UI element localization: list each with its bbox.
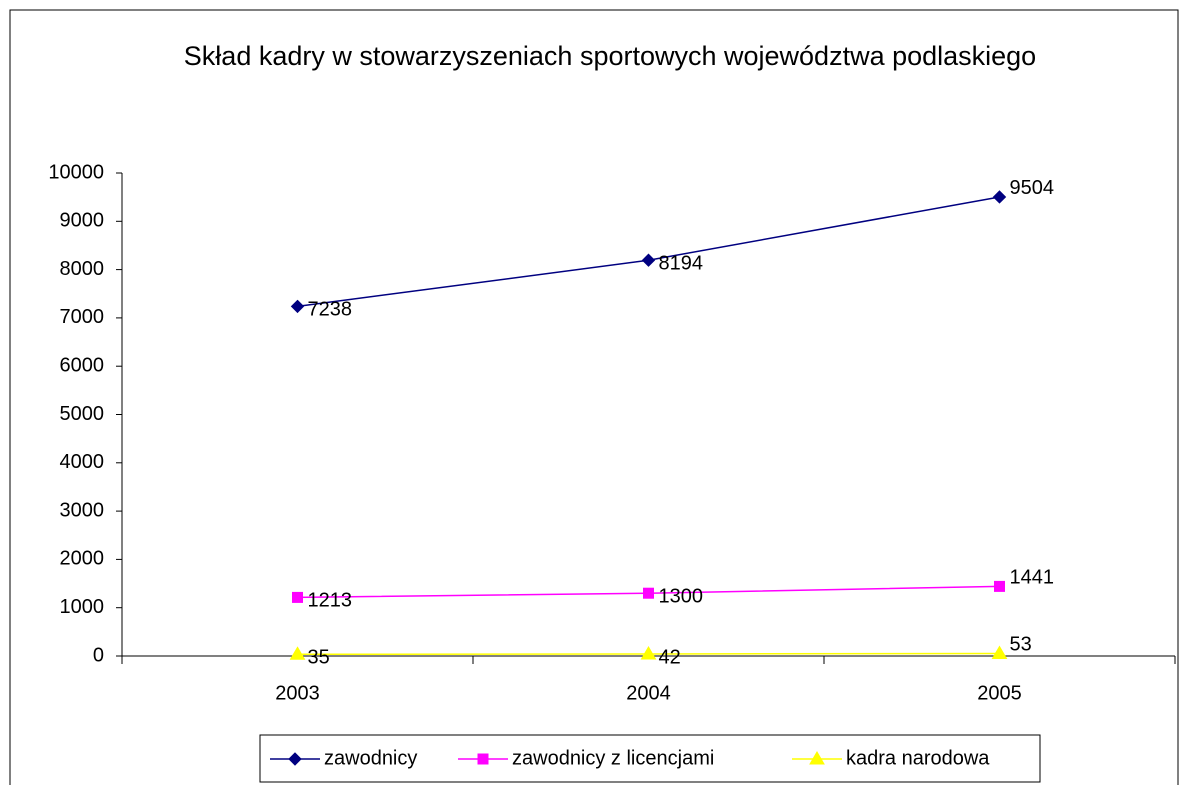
data-label: 1300 <box>659 585 704 607</box>
marker <box>809 751 825 765</box>
y-tick-label: 6000 <box>60 354 105 376</box>
y-tick-label: 1000 <box>60 596 105 618</box>
x-tick-label: 2003 <box>275 682 320 704</box>
marker <box>477 753 489 765</box>
data-label: 53 <box>1010 634 1032 656</box>
marker <box>289 646 306 660</box>
y-tick-label: 5000 <box>60 403 105 425</box>
marker <box>992 190 1007 204</box>
y-tick-label: 3000 <box>60 499 105 521</box>
y-tick-label: 8000 <box>60 258 105 280</box>
y-tick-label: 4000 <box>60 451 105 473</box>
marker <box>640 645 657 660</box>
y-tick-label: 7000 <box>60 306 105 328</box>
data-label: 8194 <box>659 253 704 275</box>
y-tick-label: 0 <box>93 644 104 666</box>
marker <box>994 580 1005 592</box>
marker <box>643 587 654 599</box>
marker <box>991 645 1008 659</box>
marker <box>641 253 656 267</box>
data-label: 1213 <box>308 590 353 612</box>
legend-label: zawodnicy <box>324 747 417 769</box>
y-tick-label: 9000 <box>60 210 105 232</box>
legend-box <box>259 734 1041 783</box>
y-tick-label: 2000 <box>60 548 105 570</box>
data-label: 42 <box>659 646 681 668</box>
data-label: 7238 <box>308 299 353 321</box>
data-label: 35 <box>308 647 330 669</box>
data-label: 9504 <box>1010 177 1055 199</box>
marker <box>288 752 302 766</box>
x-tick-label: 2004 <box>626 682 671 704</box>
chart-frame <box>9 9 1179 785</box>
legend-label: kadra narodowa <box>846 747 990 769</box>
x-tick-label: 2005 <box>977 682 1022 704</box>
data-label: 1441 <box>1010 567 1055 589</box>
legend-label: zawodnicy z licencjami <box>512 747 714 769</box>
series-line <box>297 196 1000 308</box>
y-tick-label: 10000 <box>48 161 104 183</box>
marker <box>290 299 305 314</box>
marker <box>292 591 303 603</box>
chart-title: Skład kadry w stowarzyszeniach sportowyc… <box>183 41 1037 71</box>
